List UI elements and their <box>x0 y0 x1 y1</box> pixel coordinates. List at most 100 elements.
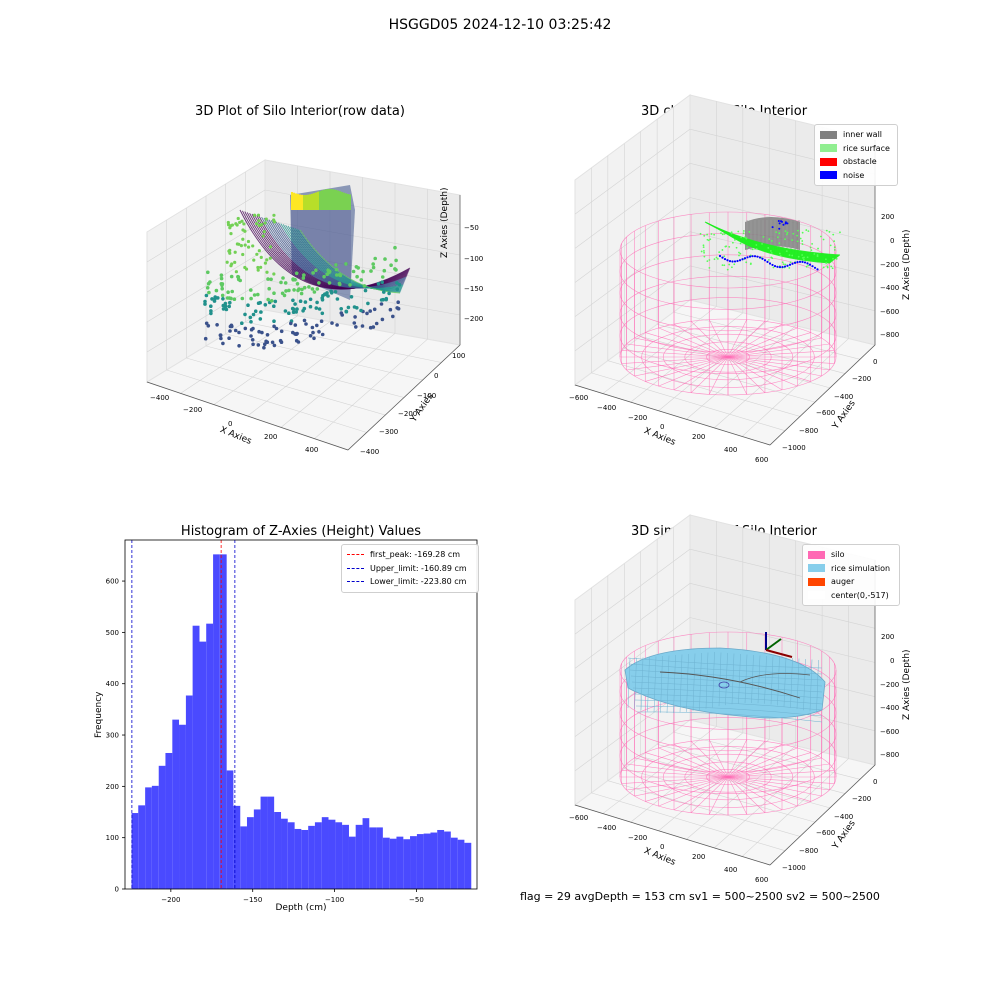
rice-surface-point <box>796 229 799 232</box>
raw-point <box>236 275 241 279</box>
rice-surface-point <box>791 239 794 242</box>
classify-ztick: −200 <box>880 261 900 269</box>
raw-point <box>218 333 223 338</box>
raw-point <box>308 297 313 302</box>
noise-point <box>782 223 785 226</box>
raw-point <box>228 251 232 255</box>
raw-point <box>369 269 373 273</box>
raw-point <box>269 299 274 303</box>
raw-point <box>252 293 257 297</box>
raw-point <box>221 307 226 311</box>
grid-line <box>591 792 786 852</box>
rice-surface-point <box>762 235 765 238</box>
histogram-bar <box>423 833 431 889</box>
raw-curve <box>285 224 403 290</box>
rice-mesh-line <box>636 711 823 723</box>
classify-ztick: −400 <box>880 284 900 292</box>
raw-point <box>255 292 260 297</box>
raw-point <box>225 296 230 300</box>
raw-point <box>295 331 299 336</box>
legend-item: silo <box>808 548 894 562</box>
raw-point <box>229 296 233 301</box>
rice-surface-point <box>832 257 834 260</box>
raw-point <box>219 276 224 281</box>
raw-point <box>209 311 213 316</box>
rice-surface-point <box>703 255 706 258</box>
silo-spoke <box>690 356 729 393</box>
rice-surface-point <box>726 268 729 271</box>
legend-swatch <box>808 550 825 559</box>
raw-xtick: −200 <box>183 406 203 414</box>
raw-point <box>263 303 268 307</box>
classify-ytick: −400 <box>834 393 854 401</box>
histogram-bar <box>444 831 451 889</box>
rice-ridge <box>659 671 801 699</box>
rice-surface-point <box>801 231 804 234</box>
noise-point <box>816 268 819 271</box>
raw-point <box>250 338 255 342</box>
rice-surface-point <box>788 254 791 256</box>
rice-surface-point <box>810 249 813 252</box>
y-axis-line <box>347 344 461 451</box>
grid-line <box>630 312 744 403</box>
noise-point <box>801 260 804 264</box>
rice-surface-point <box>830 265 833 268</box>
raw-point <box>308 334 313 338</box>
raw-ztick: −200 <box>464 315 484 323</box>
raw-point <box>234 222 238 226</box>
raw-point <box>259 310 263 314</box>
raw-point <box>338 273 343 278</box>
raw-point <box>243 312 247 317</box>
grid-line <box>602 306 717 394</box>
raw-point <box>360 324 365 328</box>
raw-point <box>387 291 391 296</box>
rice-surface-point <box>813 253 816 255</box>
rice-mesh-line <box>629 669 823 681</box>
raw-point <box>317 307 322 311</box>
noise-point <box>728 259 732 263</box>
raw-point <box>262 230 266 234</box>
raw-point <box>255 222 259 226</box>
rice-surface-point <box>751 248 754 251</box>
simulation-ytick: −400 <box>834 813 854 821</box>
raw-point <box>301 276 306 280</box>
raw-curve <box>256 215 408 289</box>
grid-line <box>602 726 717 814</box>
classify-xtick: 600 <box>755 456 769 464</box>
rice-surface-point <box>786 231 789 234</box>
rice-surface-point <box>792 232 795 235</box>
rice-surface-point <box>785 233 788 236</box>
raw-point <box>294 271 299 276</box>
rice-surface-point <box>733 263 736 266</box>
raw-ytick: −100 <box>417 392 437 400</box>
simulation-xtick: 400 <box>724 866 738 874</box>
simulation-xtick: −200 <box>628 834 648 842</box>
rice-mesh-line <box>640 657 644 711</box>
raw-point <box>263 261 268 265</box>
raw-point <box>270 340 275 345</box>
rice-surface-point <box>742 232 745 235</box>
rice-surface-point <box>740 236 743 239</box>
raw-curve <box>275 221 405 289</box>
raw-point <box>212 299 217 303</box>
silo-spoke <box>658 327 729 358</box>
grid-line <box>689 163 876 209</box>
raw-point <box>308 304 313 309</box>
rice-surface-point <box>707 239 710 242</box>
histogram-bar <box>131 813 139 889</box>
noise-point <box>781 265 784 269</box>
noise-point <box>723 257 727 261</box>
raw-point <box>263 342 267 347</box>
rice-surface-point <box>781 261 784 264</box>
histogram-bar <box>213 554 220 889</box>
rice-surface-point <box>806 256 809 259</box>
simulation-xtick: −400 <box>597 824 617 832</box>
rice-surface-point <box>796 240 799 243</box>
raw-point <box>228 329 232 333</box>
rice-surface-point <box>784 238 786 241</box>
raw-point <box>394 258 398 263</box>
raw-point <box>290 306 295 311</box>
noise-point <box>756 255 759 258</box>
histogram-bar <box>179 724 186 889</box>
legend-swatch <box>347 581 364 583</box>
